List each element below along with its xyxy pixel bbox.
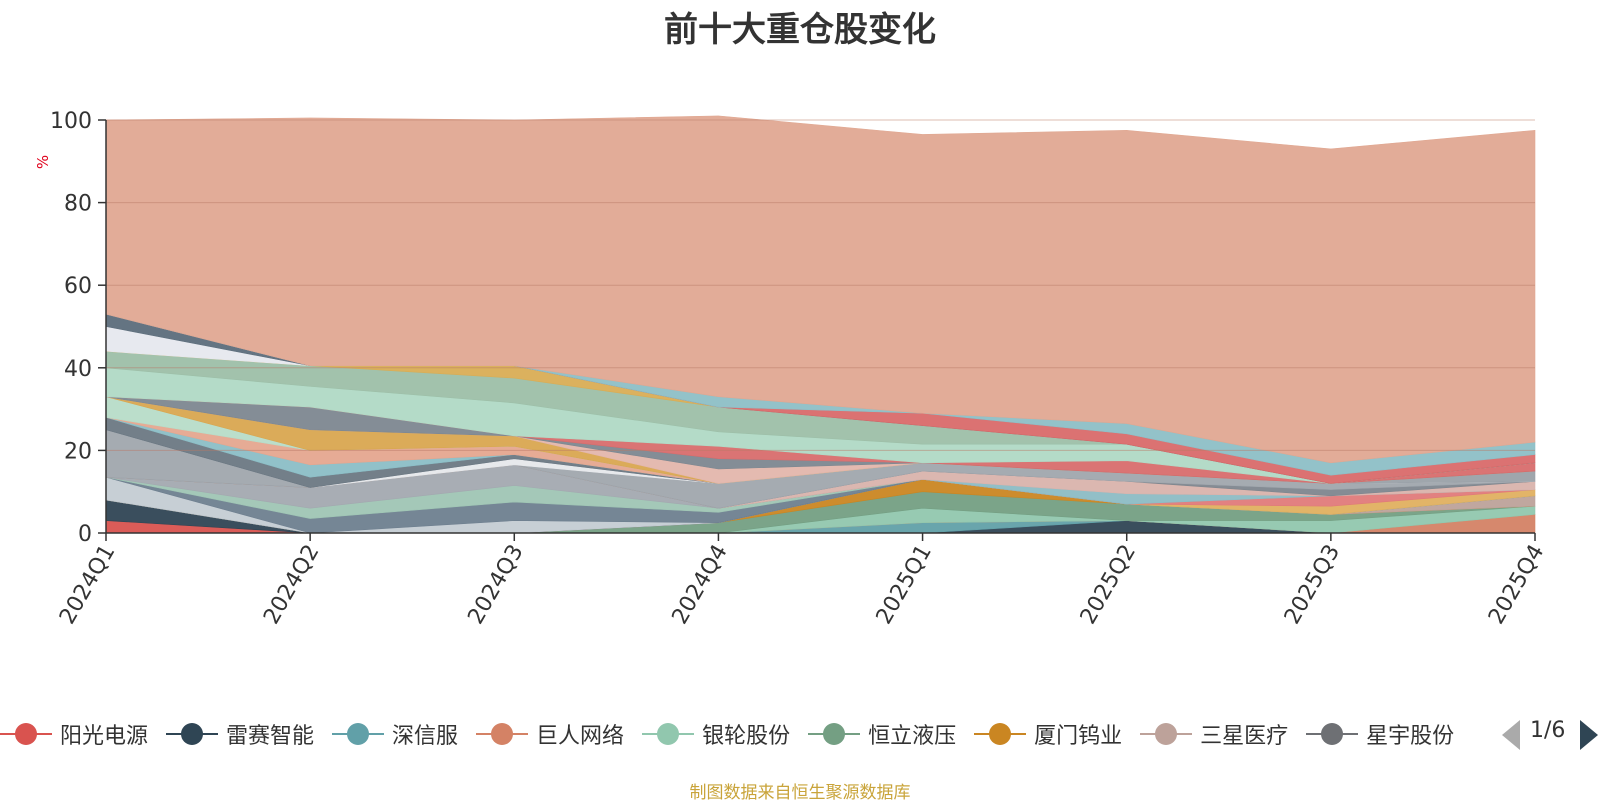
- y-tick-label-2: 40: [64, 357, 92, 382]
- legend-item-8[interactable]: 星宇股份: [1306, 712, 1454, 756]
- x-tick-label-5: 2025Q2: [1076, 541, 1141, 629]
- x-tick-label-0: 2024Q1: [55, 541, 120, 629]
- y-tick-label-3: 60: [64, 274, 92, 299]
- legend-label: 厦门钨业: [1034, 724, 1123, 749]
- legend-marker-icon: [974, 722, 1027, 746]
- x-tick-label-3: 2024Q4: [668, 541, 733, 629]
- legend-label: 巨人网络: [536, 724, 625, 749]
- areas-layer: [105, 115, 1536, 534]
- y-axis-label: %: [34, 155, 52, 169]
- legend-item-5[interactable]: 恒立液压: [808, 712, 956, 756]
- legend-item-3[interactable]: 巨人网络: [476, 712, 624, 756]
- y-tick-label-1: 20: [64, 439, 92, 464]
- chart-title: 前十大重仓股变化: [664, 10, 936, 50]
- legend-item-6[interactable]: 厦门钨业: [974, 712, 1122, 756]
- legend-marker-icon: [0, 722, 52, 746]
- x-tick-label-1: 2024Q2: [259, 541, 324, 629]
- legend: 阳光电源 雷赛智能 深信服 巨人网络 银轮股份 恒立液压 厦门钨业 三星医疗 星宇股份: [0, 712, 1480, 756]
- legend-item-2[interactable]: 深信服: [332, 712, 458, 756]
- pager-prev-icon[interactable]: [1502, 720, 1520, 750]
- legend-label: 雷赛智能: [226, 724, 315, 749]
- legend-label: 银轮股份: [702, 724, 791, 749]
- grid-layer: [106, 119, 1535, 451]
- legend-label: 深信服: [392, 724, 459, 749]
- legend-label: 阳光电源: [60, 724, 149, 749]
- x-tick-label-6: 2025Q3: [1280, 541, 1345, 629]
- legend-marker-icon: [642, 722, 695, 746]
- legend-marker-icon: [1140, 722, 1193, 746]
- x-tick-label-2: 2024Q3: [463, 541, 528, 629]
- legend-marker-icon: [1306, 722, 1359, 746]
- legend-marker-icon: [332, 722, 385, 746]
- pager-next-icon[interactable]: [1580, 720, 1598, 750]
- y-tick-label-4: 80: [64, 192, 92, 217]
- legend-marker-icon: [476, 722, 529, 746]
- x-tick-label-7: 2025Q4: [1484, 541, 1549, 629]
- legend-label: 三星医疗: [1200, 724, 1289, 749]
- y-tick-label-0: 0: [78, 522, 92, 547]
- x-tick-label-4: 2025Q1: [872, 541, 937, 629]
- legend-marker-icon: [808, 722, 861, 746]
- pager-text: 1/6: [1530, 718, 1566, 743]
- y-tick-label-5: 100: [50, 109, 92, 134]
- legend-item-7[interactable]: 三星医疗: [1140, 712, 1288, 756]
- legend-item-1[interactable]: 雷赛智能: [166, 712, 314, 756]
- legend-marker-icon: [166, 722, 219, 746]
- legend-item-4[interactable]: 银轮股份: [642, 712, 790, 756]
- legend-item-0[interactable]: 阳光电源: [0, 712, 148, 756]
- source-note: 制图数据来自恒生聚源数据库: [689, 783, 911, 803]
- legend-label: 恒立液压: [868, 724, 957, 749]
- legend-label: 星宇股份: [1366, 724, 1455, 749]
- legend-pager: 1/6: [1500, 716, 1600, 752]
